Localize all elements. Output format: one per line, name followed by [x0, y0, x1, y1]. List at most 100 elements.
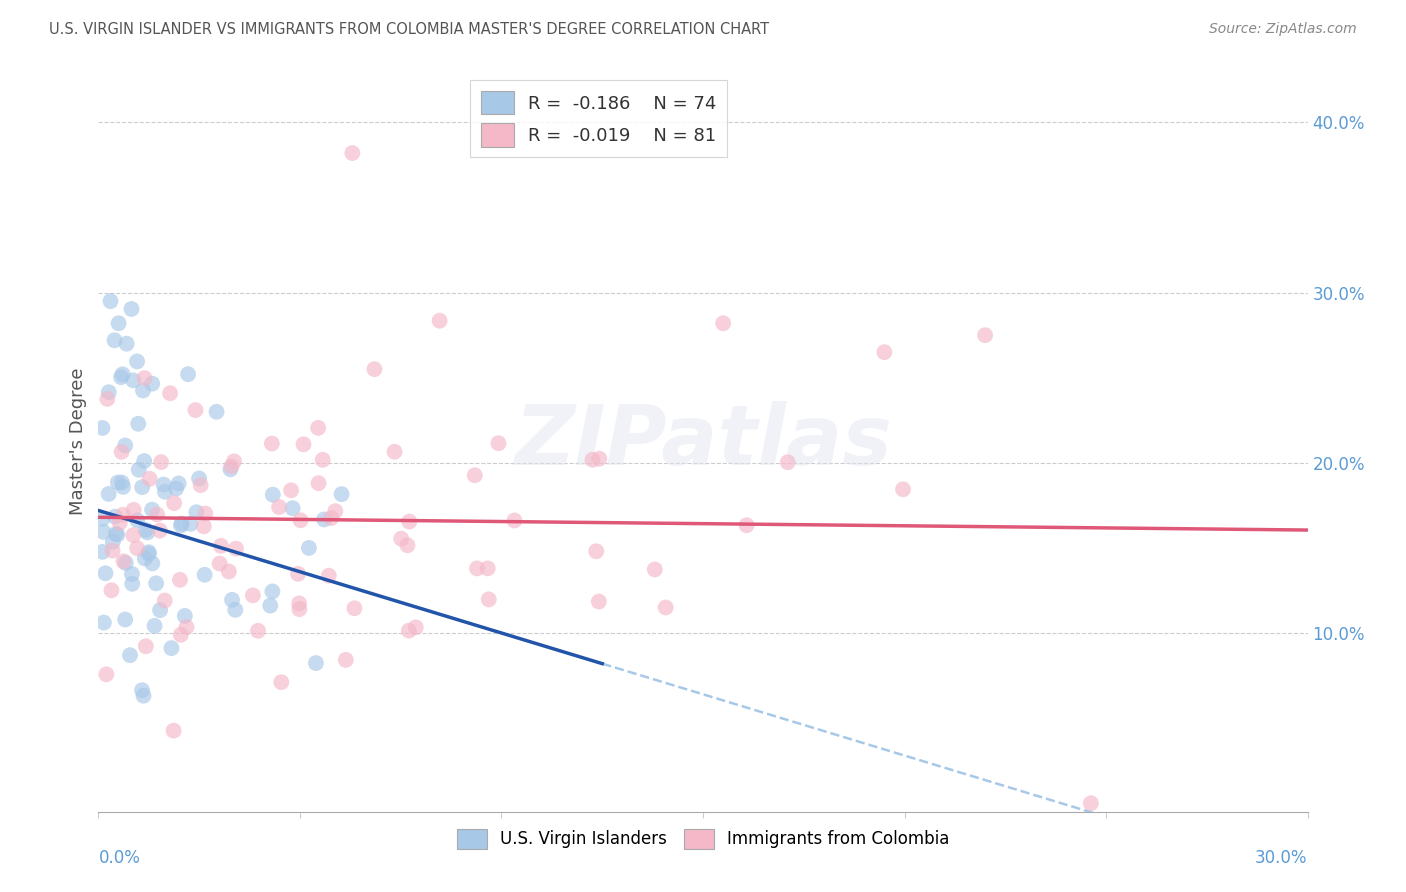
Point	[112, 554, 135, 568]
Point	[478, 592, 501, 607]
Point	[186, 505, 208, 519]
Point	[290, 513, 312, 527]
Point	[218, 565, 240, 579]
Point	[107, 316, 129, 330]
Point	[118, 648, 141, 662]
Point	[111, 368, 134, 382]
Point	[318, 568, 340, 582]
Point	[267, 500, 290, 514]
Point	[108, 516, 131, 530]
Point	[307, 421, 329, 435]
Point	[104, 526, 127, 541]
Point	[134, 454, 156, 468]
Point	[398, 624, 420, 638]
Text: 30.0%: 30.0%	[1256, 849, 1308, 867]
Point	[259, 599, 281, 613]
Point	[152, 477, 174, 491]
Point	[193, 519, 215, 533]
Point	[405, 620, 427, 634]
Point	[97, 487, 120, 501]
Point	[247, 624, 270, 638]
Point	[111, 475, 134, 490]
Point	[101, 543, 124, 558]
Point	[143, 619, 166, 633]
Point	[153, 593, 176, 607]
Point	[136, 525, 159, 540]
Point	[163, 496, 186, 510]
Point	[343, 601, 366, 615]
Point	[194, 567, 217, 582]
Point	[429, 314, 451, 328]
Point	[141, 557, 163, 571]
Point	[101, 534, 124, 549]
Point	[91, 545, 114, 559]
Point	[173, 609, 195, 624]
Point	[488, 436, 510, 450]
Point	[149, 524, 172, 538]
Point	[128, 463, 150, 477]
Point	[145, 576, 167, 591]
Point	[323, 504, 346, 518]
Point	[170, 518, 193, 533]
Point	[134, 551, 156, 566]
Point	[288, 602, 311, 616]
Point	[221, 459, 243, 474]
Point	[91, 512, 114, 526]
Point	[262, 584, 284, 599]
Point	[735, 518, 758, 533]
Point	[581, 452, 603, 467]
Point	[107, 527, 129, 541]
Point	[208, 557, 231, 571]
Text: ZIPatlas: ZIPatlas	[515, 401, 891, 482]
Point	[873, 345, 896, 359]
Point	[342, 146, 364, 161]
Point	[165, 482, 187, 496]
Point	[91, 421, 114, 435]
Point	[222, 454, 245, 468]
Point	[209, 539, 232, 553]
Point	[194, 507, 217, 521]
Point	[330, 487, 353, 501]
Point	[180, 516, 202, 531]
Point	[188, 471, 211, 485]
Point	[122, 528, 145, 542]
Point	[219, 462, 242, 476]
Point	[97, 385, 120, 400]
Point	[104, 509, 127, 524]
Point	[280, 483, 302, 498]
Point	[224, 603, 246, 617]
Point	[396, 538, 419, 552]
Point	[312, 452, 335, 467]
Point	[100, 294, 122, 309]
Point	[115, 336, 138, 351]
Point	[111, 508, 134, 522]
Point	[177, 367, 200, 381]
Point	[1080, 796, 1102, 810]
Point	[122, 373, 145, 387]
Point	[114, 613, 136, 627]
Point	[149, 603, 172, 617]
Point	[122, 503, 145, 517]
Point	[398, 515, 420, 529]
Point	[465, 561, 488, 575]
Point	[110, 370, 132, 384]
Point	[384, 444, 406, 458]
Point	[654, 600, 676, 615]
Point	[127, 541, 149, 556]
Point	[974, 328, 997, 343]
Point	[169, 573, 191, 587]
Legend: U.S. Virgin Islanders, Immigrants from Colombia: U.S. Virgin Islanders, Immigrants from C…	[450, 822, 956, 855]
Point	[389, 532, 412, 546]
Point	[262, 488, 284, 502]
Point	[138, 472, 160, 486]
Point	[464, 468, 486, 483]
Point	[225, 541, 247, 556]
Point	[298, 541, 321, 555]
Point	[94, 566, 117, 581]
Point	[107, 475, 129, 490]
Point	[121, 576, 143, 591]
Point	[281, 501, 304, 516]
Point	[588, 451, 610, 466]
Point	[93, 615, 115, 630]
Point	[335, 653, 357, 667]
